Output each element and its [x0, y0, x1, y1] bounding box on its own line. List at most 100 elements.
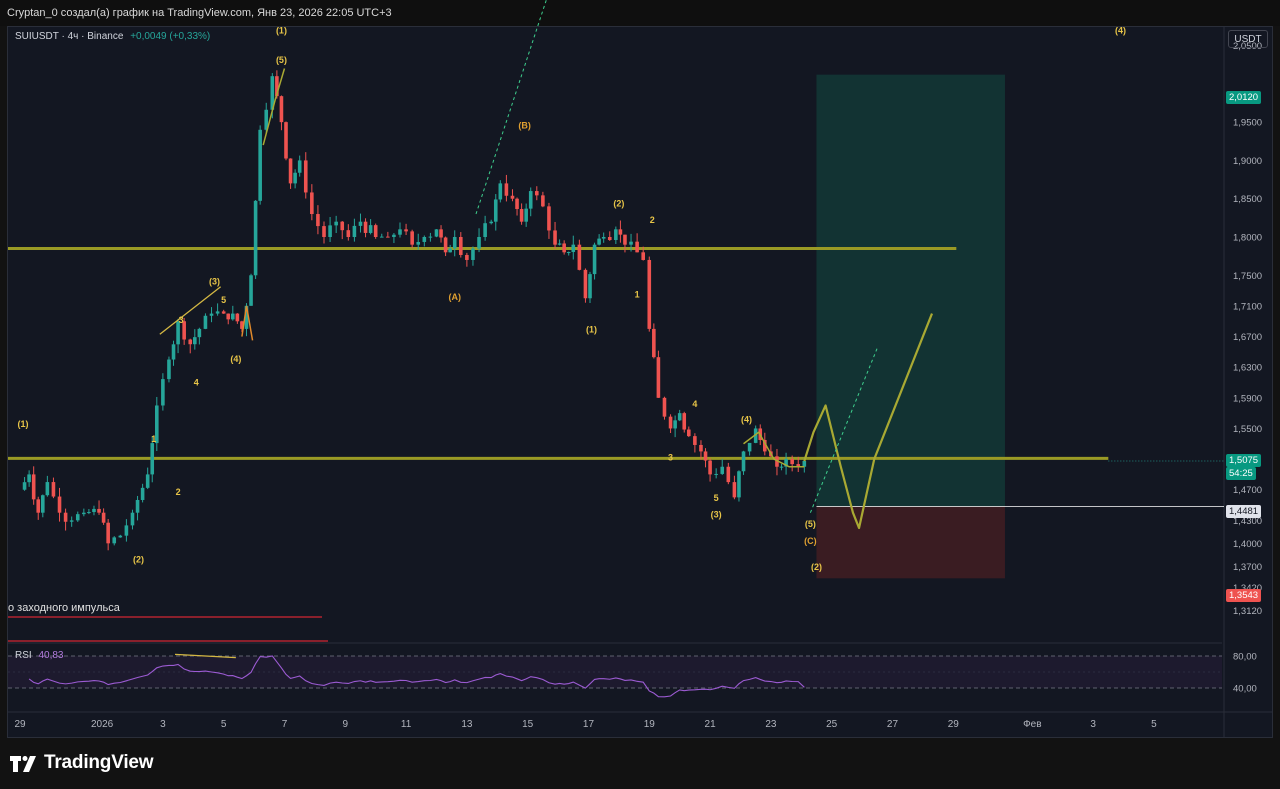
candle-body: [27, 474, 31, 483]
candle-body: [293, 172, 297, 184]
candle-body: [493, 199, 498, 222]
indicator-label: о заходного импульса: [8, 602, 120, 614]
candle-body: [535, 191, 539, 196]
wave-label: (5): [276, 55, 287, 65]
candle-body: [682, 413, 687, 430]
candle-body: [577, 244, 582, 270]
tradingview-logo[interactable]: TradingView: [10, 752, 154, 774]
candle-body: [112, 537, 117, 544]
candle-body: [275, 76, 279, 97]
wave-label: (2): [613, 198, 624, 208]
candle-body: [614, 229, 618, 241]
wave-label: (5): [805, 519, 816, 529]
wave-label: (C): [804, 536, 817, 546]
price-tag-entry: 1,4481: [1226, 505, 1262, 518]
candle-body: [510, 195, 515, 199]
candle-body: [428, 236, 433, 238]
candle-body: [477, 237, 481, 249]
candle-body: [592, 244, 597, 275]
candle-body: [215, 311, 220, 314]
candle-body: [398, 229, 402, 235]
candle-body: [167, 359, 171, 380]
candle-body: [562, 243, 566, 253]
rsi-legend[interactable]: RSI 40,83: [15, 650, 63, 661]
candle-body: [583, 269, 588, 299]
candle-body: [106, 522, 110, 544]
candle-body: [515, 198, 519, 210]
candle-body: [75, 514, 80, 521]
wave-label: (4): [230, 354, 241, 364]
candle-body: [443, 237, 448, 253]
candle-body: [288, 158, 293, 184]
price-tick-label: 1,8000: [1233, 233, 1262, 244]
time-tick-label: 3: [160, 719, 166, 730]
candle-body: [69, 520, 74, 522]
candle-body: [310, 192, 314, 215]
candle-body: [720, 466, 725, 474]
candle-body: [135, 499, 140, 513]
price-tick-label: 1,3120: [1233, 606, 1262, 617]
candle-body: [796, 464, 801, 467]
candle-body: [140, 487, 145, 500]
time-tick-label: 11: [401, 719, 412, 730]
candle-body: [197, 328, 202, 338]
candle-body: [176, 321, 180, 345]
candle-body: [358, 221, 363, 226]
candle-body: [693, 436, 697, 445]
candle-body: [519, 209, 524, 222]
price-tick-label: 1,4700: [1233, 485, 1262, 496]
candle-body: [150, 443, 155, 475]
rsi-line: [28, 655, 805, 698]
candle-body: [193, 337, 197, 345]
symbol-legend[interactable]: SUIUSDT · 4ч · Binance +0,0049 (+0,33%): [15, 31, 210, 42]
candle-body: [571, 244, 576, 253]
candle-body: [641, 252, 645, 260]
currency-button[interactable]: USDT: [1228, 30, 1268, 48]
wave-label: 2: [176, 487, 181, 497]
candle-body: [459, 237, 463, 255]
candle-body: [264, 109, 269, 130]
price-tick-label: 1,3420: [1233, 583, 1262, 594]
candle-body: [346, 230, 351, 237]
time-tick-label: Фев: [1023, 719, 1041, 730]
time-tick-label: 2026: [91, 719, 114, 730]
price-tick-label: 2,0500: [1233, 41, 1262, 52]
wave-label: 1: [635, 289, 640, 299]
candle-body: [328, 225, 332, 237]
candle-body: [373, 225, 378, 237]
time-tick-label: 7: [282, 719, 288, 730]
candle-body: [623, 234, 627, 245]
candle-body: [352, 225, 357, 237]
wave5-curve: [262, 68, 286, 146]
price-tick-label: 1,5900: [1233, 393, 1262, 404]
candle-body: [334, 221, 338, 226]
candle-body: [270, 76, 275, 110]
tradingview-brand: TradingView: [44, 752, 154, 773]
rsi-divergence-line: [175, 653, 236, 659]
wave-label: (3): [209, 276, 220, 286]
wave-label: (B): [518, 120, 531, 130]
candle-body: [118, 535, 123, 538]
time-tick-label: 29: [948, 719, 960, 730]
wave-label: 3: [668, 453, 673, 463]
author-caption: Cryptan_0 создал(а) график на TradingVie…: [7, 7, 392, 19]
candle-body: [244, 305, 249, 329]
candle-body: [489, 221, 493, 224]
candle-body: [188, 339, 193, 345]
price-tick-label: 1,7500: [1233, 271, 1262, 282]
candle-body: [601, 237, 606, 239]
candle-body: [726, 466, 731, 483]
candle-body: [662, 397, 667, 417]
candle-body: [209, 313, 214, 316]
candle-body: [145, 474, 150, 488]
candle-body: [57, 496, 62, 513]
candle-body: [226, 313, 231, 320]
candle-body: [597, 238, 601, 245]
wave-label: (2): [811, 562, 822, 572]
wave-label: (2): [133, 554, 144, 564]
wave-label: (3): [711, 509, 722, 519]
candle-body: [448, 248, 452, 253]
candle-body: [439, 229, 443, 238]
candle-body: [22, 482, 27, 490]
